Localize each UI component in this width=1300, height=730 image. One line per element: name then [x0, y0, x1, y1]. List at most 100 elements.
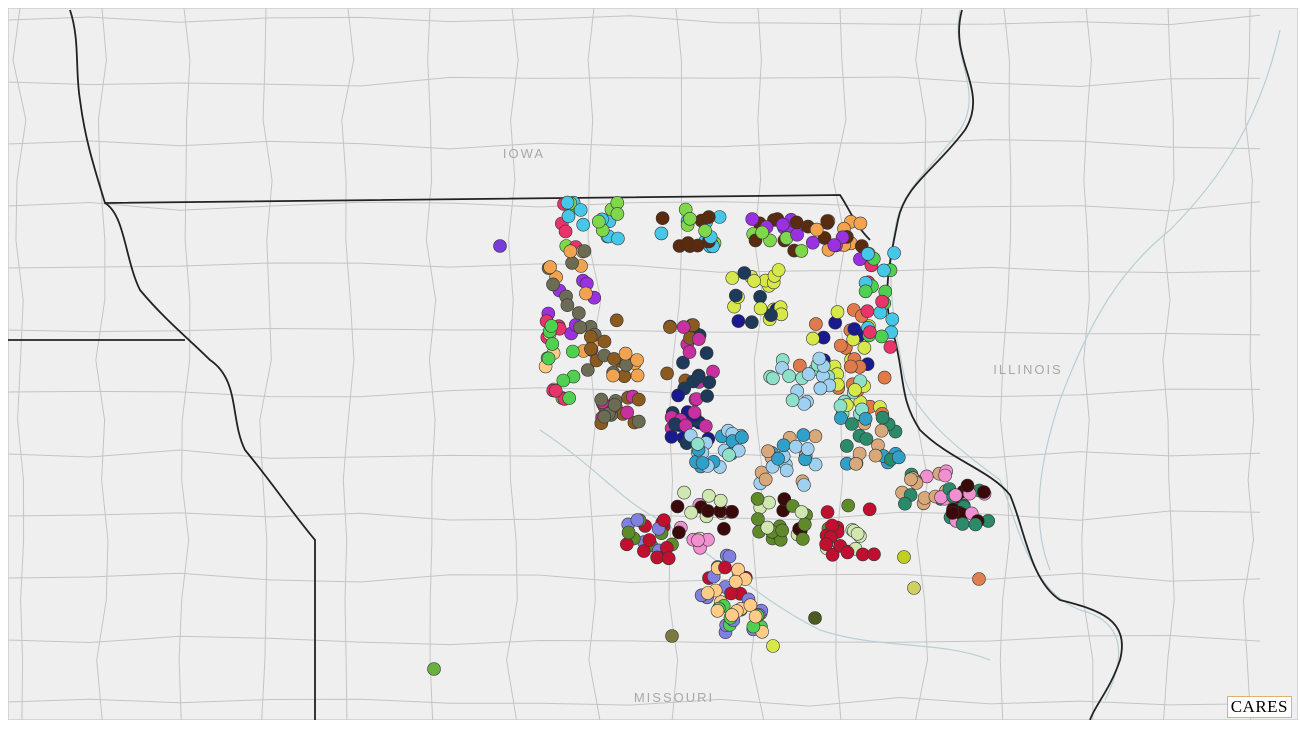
- site-point: [860, 304, 875, 319]
- site-point: [825, 547, 840, 562]
- site-point: [808, 611, 822, 625]
- site-point: [820, 214, 835, 228]
- site-point: [642, 533, 657, 547]
- county-line: [8, 572, 1261, 584]
- county-line: [8, 510, 1261, 521]
- site-point: [672, 525, 686, 540]
- site-point: [671, 388, 685, 403]
- site-point: [620, 405, 635, 420]
- site-point: [847, 322, 862, 336]
- site-point: [797, 517, 812, 532]
- site-point: [875, 294, 889, 309]
- site-point: [660, 366, 674, 381]
- site-point: [737, 266, 752, 280]
- site-point: [750, 492, 765, 506]
- site-point: [676, 355, 690, 370]
- site-point: [747, 274, 761, 288]
- site-point: [859, 432, 874, 446]
- site-point: [907, 581, 921, 595]
- site-point: [761, 444, 775, 459]
- site-point: [775, 523, 790, 538]
- site-point: [698, 224, 712, 238]
- county-line: [1081, 8, 1094, 720]
- site-point: [710, 603, 725, 618]
- site-point: [874, 423, 889, 438]
- county-line: [8, 696, 1261, 707]
- county-line: [8, 14, 1261, 26]
- site-point: [760, 520, 775, 535]
- county-line: [1242, 8, 1255, 720]
- site-point: [664, 429, 679, 444]
- state-border: [69, 9, 871, 241]
- site-point: [972, 572, 986, 586]
- county-line: [178, 8, 191, 720]
- logo: CARES: [1226, 696, 1292, 718]
- site-point: [850, 526, 865, 541]
- site-point: [725, 271, 740, 285]
- site-point: [580, 363, 595, 377]
- county-line: [8, 139, 1261, 150]
- site-point: [683, 212, 697, 226]
- site-point: [584, 342, 598, 356]
- site-point: [560, 195, 575, 210]
- site-point: [789, 215, 804, 230]
- site-point: [795, 532, 810, 546]
- county-line: [259, 8, 273, 720]
- county-line: [8, 449, 1261, 459]
- site-point: [545, 337, 560, 351]
- site-point: [702, 375, 717, 390]
- river: [1038, 29, 1281, 571]
- site-point: [548, 383, 563, 398]
- site-point: [571, 306, 586, 320]
- site-point: [560, 298, 575, 313]
- site-point: [827, 238, 842, 252]
- site-point: [619, 537, 634, 552]
- site-point: [904, 472, 918, 487]
- site-point: [562, 391, 577, 405]
- site-point: [594, 392, 609, 407]
- site-point: [812, 351, 827, 366]
- site-point: [606, 368, 620, 383]
- site-point: [805, 235, 820, 250]
- county-lines: [8, 8, 1261, 720]
- state-label: MISSOURI: [634, 690, 714, 705]
- site-point: [699, 346, 714, 360]
- site-point: [819, 537, 833, 552]
- site-point: [543, 260, 557, 274]
- site-point: [724, 586, 738, 601]
- county-line: [1162, 8, 1175, 720]
- site-point: [794, 505, 809, 519]
- site-point: [885, 312, 900, 327]
- site-point: [785, 393, 800, 408]
- site-point: [670, 499, 685, 514]
- site-point: [577, 244, 592, 258]
- site-point: [801, 367, 816, 381]
- site-point: [583, 329, 598, 344]
- site-point: [758, 472, 773, 487]
- site-point: [609, 313, 624, 328]
- site-point: [853, 216, 868, 231]
- site-point: [960, 478, 975, 493]
- site-point: [945, 506, 960, 520]
- site-point: [794, 244, 809, 258]
- site-point: [691, 332, 706, 346]
- site-point: [718, 560, 732, 575]
- county-line: [668, 8, 683, 720]
- river: [890, 9, 1120, 701]
- site-point: [630, 368, 645, 383]
- site-point: [735, 430, 749, 445]
- site-point: [833, 338, 848, 353]
- site-point: [493, 239, 507, 253]
- site-point: [650, 550, 664, 565]
- site-point: [701, 488, 716, 503]
- county-line: [506, 8, 519, 720]
- site-point: [779, 463, 794, 478]
- site-point: [728, 574, 743, 589]
- state-label: ILLINOIS: [993, 362, 1062, 377]
- site-point: [858, 411, 873, 426]
- site-point: [806, 331, 820, 346]
- site-point: [776, 438, 791, 453]
- site-point: [597, 334, 612, 349]
- site-point: [771, 451, 785, 466]
- site-point: [728, 288, 743, 303]
